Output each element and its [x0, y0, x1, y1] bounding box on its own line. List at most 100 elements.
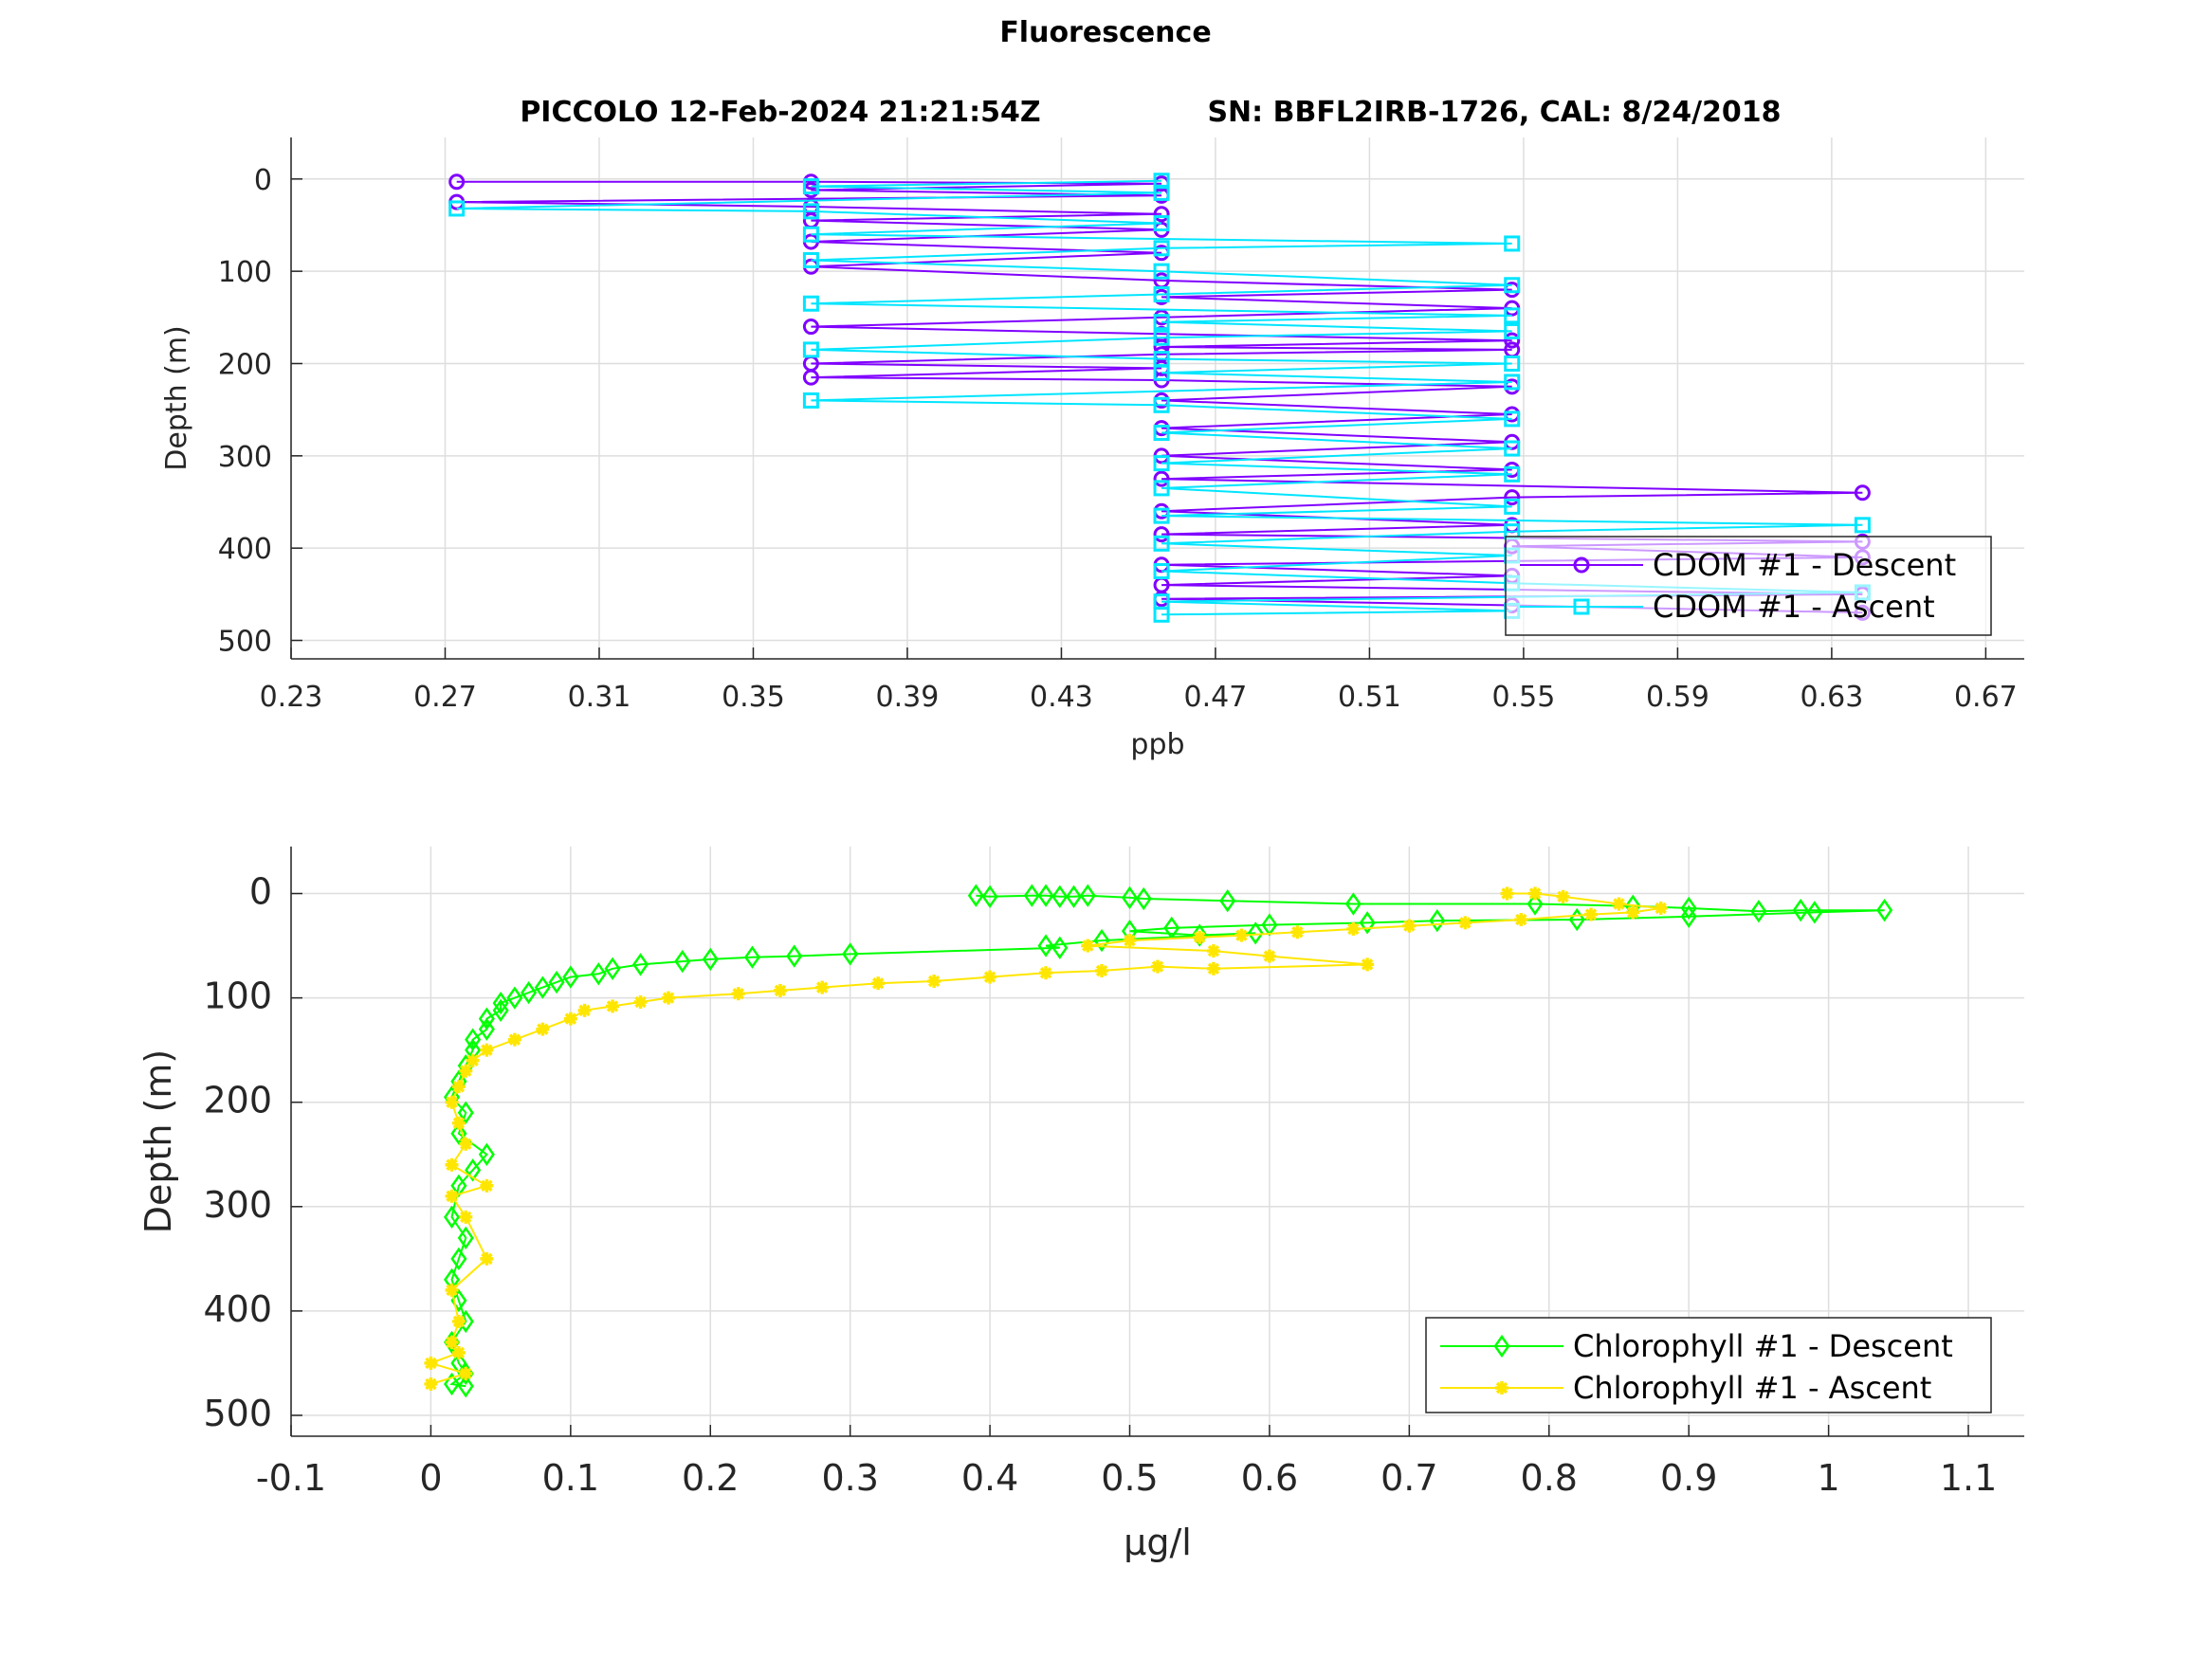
data-point-ascent-stroke	[1207, 944, 1220, 957]
data-point-ascent-stroke	[446, 1284, 458, 1297]
x-axis-label: ppb	[1130, 728, 1184, 761]
data-point-ascent-stroke	[927, 975, 941, 988]
data-point-ascent	[536, 1022, 550, 1036]
data-point-descent	[1219, 889, 1236, 913]
data-point-ascent	[1504, 465, 1521, 483]
data-point-ascent-stroke	[606, 1000, 619, 1012]
data-point-ascent-stroke	[1528, 887, 1542, 900]
data-point-descent	[492, 998, 509, 1023]
y-tick-label: 0	[249, 871, 272, 913]
data-point-ascent	[1039, 966, 1053, 980]
data-point-descent	[1680, 904, 1697, 928]
data-point-ascent	[773, 983, 787, 997]
x-tick-label: -0.1	[256, 1457, 326, 1499]
data-point-ascent-stroke	[1613, 898, 1625, 910]
legend-marker	[1493, 1334, 1510, 1358]
legend: CDOM #1 - Descent CDOM #1 - Ascent	[1505, 536, 1992, 636]
data-point-descent	[492, 991, 509, 1015]
data-point-ascent	[1504, 355, 1521, 372]
data-point-ascent	[1151, 959, 1164, 974]
data-point-ascent	[802, 392, 819, 409]
data-point-ascent-stroke	[446, 1158, 458, 1172]
data-point-descent	[1163, 916, 1180, 940]
data-point-descent	[1023, 884, 1040, 907]
data-point-ascent-stroke	[1039, 966, 1052, 979]
x-axis-label: μg/l	[1124, 1522, 1192, 1563]
x-tick-label: 0.55	[1492, 681, 1556, 714]
x-tick-label: 0.1	[542, 1457, 599, 1499]
data-point-ascent-stroke	[1082, 939, 1094, 952]
y-tick-label: 500	[218, 626, 272, 659]
data-point-ascent	[1234, 928, 1249, 942]
data-point-ascent	[1504, 322, 1521, 339]
data-point-descent	[604, 957, 621, 980]
data-point-descent	[444, 1205, 461, 1229]
data-point-ascent	[1153, 507, 1170, 524]
data-point-ascent	[1504, 410, 1521, 428]
data-point-descent	[590, 962, 607, 986]
data-point-ascent	[1153, 314, 1170, 331]
data-point-descent	[448, 173, 466, 191]
data-point-ascent	[1402, 919, 1417, 933]
x-tick-label: 0.7	[1380, 1457, 1437, 1499]
data-point-ascent	[563, 1012, 577, 1026]
x-tick-label: 0.35	[722, 681, 785, 714]
data-point-ascent	[802, 226, 819, 243]
y-tick-label: 0	[254, 164, 272, 197]
x-tick-label: 0.39	[876, 681, 940, 714]
y-tick-label: 400	[203, 1288, 272, 1330]
data-point-descent	[1135, 886, 1152, 911]
data-point-ascent	[815, 980, 830, 994]
data-point-ascent	[466, 1053, 480, 1067]
x-tick-label: 0.2	[682, 1457, 739, 1499]
x-tick-label: 0.23	[260, 681, 323, 714]
y-tick-label: 100	[218, 256, 272, 289]
data-point-ascent	[1504, 277, 1521, 294]
data-point-ascent	[459, 1064, 473, 1078]
data-point-ascent-stroke	[1263, 950, 1276, 962]
data-point-ascent	[1528, 886, 1543, 901]
data-point-descent	[802, 369, 819, 386]
data-point-descent	[478, 1017, 495, 1041]
y-tick-label: 400	[218, 533, 272, 566]
series-ascent	[424, 886, 1668, 1391]
data-point-ascent	[1193, 930, 1207, 944]
data-point-ascent-stroke	[1235, 929, 1248, 941]
data-point-descent	[1093, 928, 1110, 953]
cdom-plot: 0.23 0.27 0.31 0.35 0.39 0.43 0.47 0.51 0.55 0.59…	[160, 137, 2024, 761]
data-point-ascent	[1504, 235, 1521, 252]
data-point-ascent	[480, 1043, 494, 1057]
data-point-descent	[1191, 923, 1208, 947]
data-point-ascent	[1153, 285, 1170, 302]
data-point-ascent-stroke	[466, 1054, 479, 1066]
data-point-descent	[1504, 332, 1521, 349]
data-point-ascent	[451, 1080, 466, 1094]
data-point-ascent	[1361, 957, 1375, 972]
data-point-ascent-stroke	[634, 995, 647, 1009]
data-point-descent	[1792, 898, 1809, 922]
data-point-ascent	[1153, 455, 1170, 472]
data-point-descent	[1051, 884, 1069, 909]
data-point-descent	[842, 942, 859, 966]
legend-label: Chlorophyll #1 - Ascent	[1573, 1370, 1931, 1406]
data-point-ascent	[1153, 240, 1170, 257]
data-point-descent	[1037, 934, 1054, 957]
data-point-ascent-stroke	[446, 1336, 458, 1349]
data-point-ascent	[1153, 364, 1170, 381]
data-point-ascent-stroke	[1515, 913, 1527, 926]
data-point-ascent	[1458, 916, 1472, 930]
data-point-descent	[1037, 884, 1054, 907]
x-tick-label: 0.8	[1521, 1457, 1578, 1499]
data-point-ascent-stroke	[481, 1044, 493, 1056]
data-point-ascent	[1206, 961, 1220, 975]
data-point-descent	[457, 1226, 474, 1250]
data-point-ascent-stroke	[452, 1346, 466, 1359]
data-point-descent	[1526, 892, 1544, 916]
data-point-ascent	[1081, 939, 1095, 953]
legend-label: Chlorophyll #1 - Descent	[1573, 1328, 1953, 1364]
y-tick-label: 100	[203, 975, 272, 1017]
data-point-descent	[548, 970, 565, 994]
x-tick-label: 0.63	[1800, 681, 1863, 714]
series-line-descent	[448, 894, 1885, 1388]
y-tick-label: 200	[203, 1080, 272, 1121]
